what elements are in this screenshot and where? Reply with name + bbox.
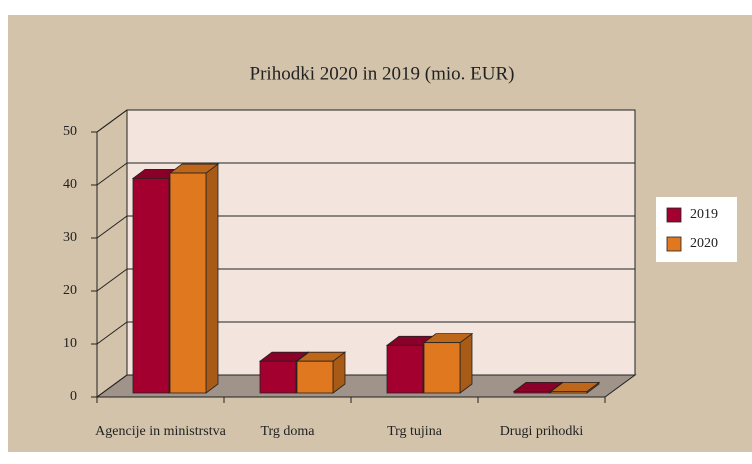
grid-line: [96, 162, 128, 186]
bar-front: [550, 391, 588, 394]
bar-side: [205, 163, 219, 394]
legend-label: 2019: [690, 207, 718, 222]
grid-line: [96, 109, 128, 133]
grid-line: [96, 374, 128, 398]
y-tick-label: 10: [63, 336, 77, 351]
legend-swatch: [666, 236, 682, 252]
legend-label: 2020: [690, 236, 718, 251]
y-tick-label: 30: [63, 230, 77, 245]
y-tick-label: 40: [63, 177, 77, 192]
y-tick-label: 20: [63, 283, 77, 298]
bar: [422, 332, 474, 394]
chart-title: Prihodki 2020 in 2019 (mio. EUR): [250, 63, 515, 84]
bar-front: [296, 360, 334, 394]
legend-swatch: [666, 207, 682, 223]
x-tick-label: Drugi prihodki: [500, 424, 584, 439]
bar-front: [132, 177, 170, 394]
x-tick-label: Trg doma: [260, 424, 315, 439]
grid-line: [96, 268, 128, 292]
bar: [295, 351, 347, 394]
y-tick-label: 0: [70, 389, 77, 404]
bar-front: [169, 172, 207, 394]
grid-line: [96, 321, 128, 345]
x-tick-label: Trg tujina: [387, 424, 443, 439]
grid-line: [96, 215, 128, 239]
y-tick-label: 50: [63, 124, 77, 139]
bar-front: [259, 360, 297, 394]
bar-side: [459, 332, 473, 394]
bar: [549, 381, 601, 394]
bar-front: [386, 344, 424, 394]
bar-front: [513, 391, 551, 394]
bar: [168, 163, 220, 394]
bar-front: [423, 342, 461, 394]
x-tick-label: Agencije in ministrstva: [95, 424, 226, 439]
